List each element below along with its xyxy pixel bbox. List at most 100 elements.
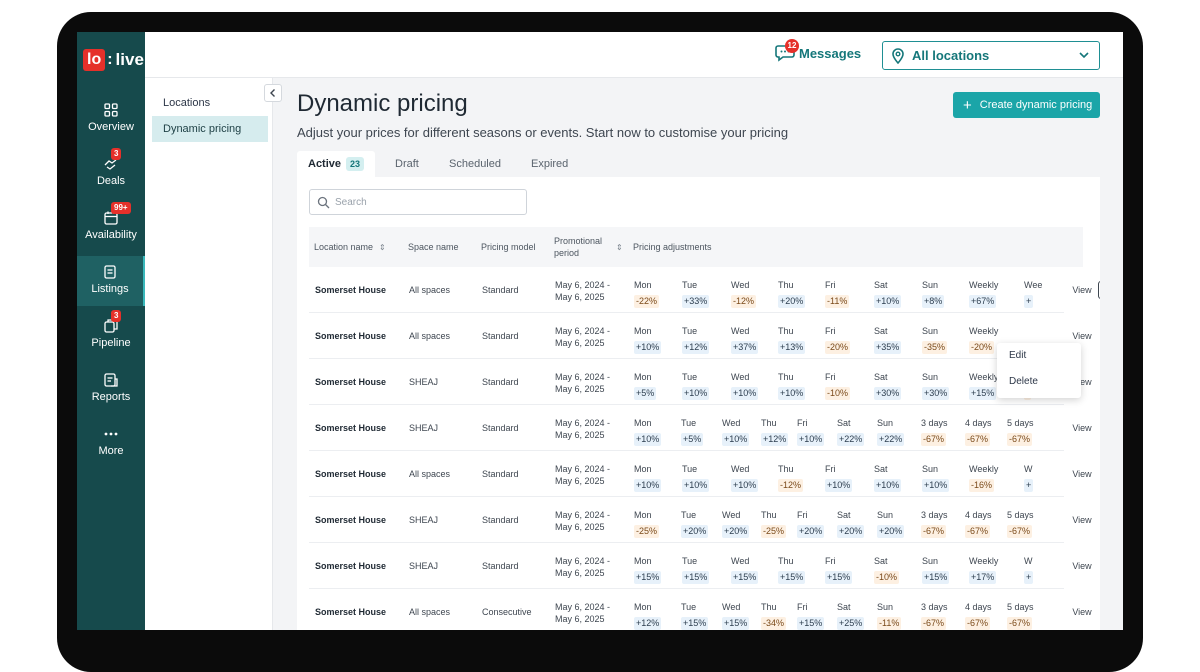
adjustment-value: +10% [731,479,759,492]
pricing-adjustment: Thu +12% [761,417,789,447]
col-location-name[interactable]: Location name ⇕ [314,227,386,267]
promotional-period-cell: May 6, 2024 - May 6, 2025 [555,325,625,349]
adjustment-value: -11% [825,295,850,308]
kebab-menu-icon[interactable]: ⋮ [1098,419,1100,437]
view-button[interactable]: View [1072,607,1092,617]
col-pricing-model: Pricing model [481,242,536,252]
adjustment-value: -67% [921,617,947,630]
menu-item-edit[interactable]: Edit [1009,350,1027,361]
view-button[interactable]: View [1072,469,1092,479]
more-icon [104,432,118,436]
adjustment-day: Thu [761,602,777,612]
pricing-adjustment: Mon +10% [634,417,662,447]
adjustment-day: Thu [778,372,794,382]
pricing-adjustment: 4 days -67% [965,509,992,539]
logo-mark: lo [83,49,106,71]
pricing-adjustment: Thu -25% [761,509,787,539]
kebab-menu-icon[interactable]: ⋮ [1098,373,1100,391]
tab-draft[interactable]: Draft [395,158,419,170]
adjustment-value: +67% [969,295,997,308]
tab-expired[interactable]: Expired [531,158,569,170]
table-row[interactable]: Somerset House SHEAJ Standard May 6, 2024 -… [309,359,1100,405]
adjustment-day: Thu [761,418,777,428]
adjustment-day: Sun [877,602,894,612]
pricing-adjustment: Mon +15% [634,555,662,585]
view-button[interactable]: View [1072,423,1092,433]
sidebar-item-dynamic-pricing[interactable]: Dynamic pricing [152,116,268,142]
pricing-adjustment: 5 days -67% [1007,417,1034,447]
adjustment-day: Weekly [969,326,999,336]
tab-active[interactable]: Active 23 [297,151,376,177]
kebab-menu-icon[interactable]: ⋮ [1098,465,1100,483]
adjustment-value: -16% [969,479,995,492]
space-name-cell: All spaces [409,331,451,341]
nav-more[interactable]: More [77,418,145,468]
adjustment-day: Tue [682,372,698,382]
nav-availability[interactable]: 99+ Availability [77,202,145,252]
pricing-adjustment: Sun -35% [922,325,948,355]
column-header-label: Location name [314,242,374,252]
adjustment-value: -11% [877,617,902,630]
adjustment-value: -35% [922,341,948,354]
pricing-adjustment: Wed -12% [731,279,757,309]
view-button[interactable]: View [1072,285,1092,295]
kebab-menu-icon[interactable]: ⋮ [1098,511,1100,529]
create-dynamic-pricing-button[interactable]: + Create dynamic pricing [953,92,1100,118]
pricing-model-cell: Standard [482,285,519,295]
pricing-adjustment: 5 days -67% [1007,509,1034,539]
location-name-cell: Somerset House [315,331,387,341]
adjustment-value: +10% [634,433,662,446]
kebab-menu-icon[interactable]: ⋮ [1098,603,1100,621]
location-select[interactable]: All locations [882,41,1100,70]
adjustment-day: Sun [922,556,939,566]
nav-pipeline[interactable]: 3 Pipeline [77,310,145,360]
adjustment-value: +10% [797,433,825,446]
adjustment-day: Sat [874,326,888,336]
view-button[interactable]: View [1072,331,1092,341]
adjustment-value: +10% [634,479,662,492]
nav-listings[interactable]: Listings [77,256,145,306]
table-row[interactable]: Somerset House SHEAJ Standard May 6, 2024 -… [309,543,1100,589]
table-row[interactable]: Somerset House All spaces Standard May 6, 2… [309,313,1100,359]
adjustment-day: Tue [682,556,698,566]
adjustment-day: Thu [761,510,777,520]
period-end: May 6, 2025 [555,568,605,578]
period-start: May 6, 2024 - [555,372,611,382]
nav-reports[interactable]: Reports [77,364,145,414]
col-promotional-period[interactable]: Promotional period ⇕ [554,227,623,267]
view-button[interactable]: View [1072,377,1092,387]
table-row[interactable]: Somerset House SHEAJ Standard May 6, 2024 -… [309,405,1100,451]
table-row[interactable]: Somerset House All spaces Standard May 6, 2… [309,267,1100,313]
pricing-adjustment: Sat +20% [837,509,865,539]
nav-overview[interactable]: Overview [77,94,145,144]
kebab-menu-icon[interactable]: ⋮ [1098,557,1100,575]
sidebar-item-locations[interactable]: Locations [163,97,211,109]
pricing-adjustment: 4 days -67% [965,417,992,447]
adjustment-day: Tue [681,510,697,520]
table-row[interactable]: Somerset House All spaces Consecutive May 6… [309,589,1100,630]
table-row[interactable]: Somerset House All spaces Standard May 6, 2… [309,451,1100,497]
pricing-model-cell: Standard [482,423,519,433]
nav-deals[interactable]: 3 Deals [77,148,145,198]
search-input[interactable] [335,194,520,210]
view-button[interactable]: View [1072,561,1092,571]
adjustment-value: +17% [969,571,997,584]
adjustment-value: + [1024,295,1034,308]
pricing-adjustment: Mon +5% [634,371,657,401]
table-row[interactable]: Somerset House SHEAJ Standard May 6, 2024 -… [309,497,1100,543]
location-pin-icon [892,47,904,64]
adjustment-day: Sun [877,418,894,428]
view-button[interactable]: View [1072,515,1092,525]
adjustment-day: Mon [634,510,652,520]
adjustment-day: Wed [722,602,741,612]
kebab-menu-icon[interactable]: ⋮ [1098,281,1100,299]
menu-item-delete[interactable]: Delete [1009,376,1038,387]
space-name-cell: SHEAJ [409,561,439,571]
adjustment-value: +15% [797,617,825,630]
tab-scheduled[interactable]: Scheduled [449,158,501,170]
collapse-sidebar-button[interactable] [264,84,282,102]
messages-button[interactable]: 12 Messages [775,39,861,62]
pricing-adjustment: Sat -10% [874,555,900,585]
kebab-menu-icon[interactable]: ⋮ [1098,327,1100,345]
adjustment-value: -25% [761,525,787,538]
